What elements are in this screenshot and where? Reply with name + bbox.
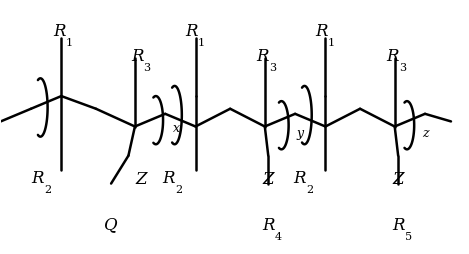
Text: 2: 2 xyxy=(306,184,313,194)
Text: R: R xyxy=(162,169,175,186)
Text: Z: Z xyxy=(263,170,274,187)
Text: z: z xyxy=(422,127,429,140)
Text: 2: 2 xyxy=(175,184,182,194)
Text: y: y xyxy=(296,127,303,140)
Text: 1: 1 xyxy=(327,37,335,47)
Text: 4: 4 xyxy=(275,231,282,241)
Text: 3: 3 xyxy=(399,63,406,73)
Text: R: R xyxy=(131,48,144,65)
Text: R: R xyxy=(386,48,399,65)
Text: 1: 1 xyxy=(198,37,205,47)
Text: 2: 2 xyxy=(44,184,51,194)
Text: R: R xyxy=(315,23,327,39)
Text: 1: 1 xyxy=(66,37,73,47)
Text: R: R xyxy=(293,169,306,186)
Text: 3: 3 xyxy=(144,63,151,73)
Text: R: R xyxy=(31,169,44,186)
Text: R: R xyxy=(53,23,65,39)
Text: 3: 3 xyxy=(269,63,276,73)
Text: Q: Q xyxy=(104,216,118,233)
Text: R: R xyxy=(257,48,269,65)
Text: R: R xyxy=(185,23,197,39)
Text: R: R xyxy=(262,216,274,233)
Text: 5: 5 xyxy=(405,231,412,241)
Text: x: x xyxy=(173,122,180,135)
Text: R: R xyxy=(392,216,404,233)
Text: Z: Z xyxy=(393,170,404,187)
Text: Z: Z xyxy=(136,170,147,187)
